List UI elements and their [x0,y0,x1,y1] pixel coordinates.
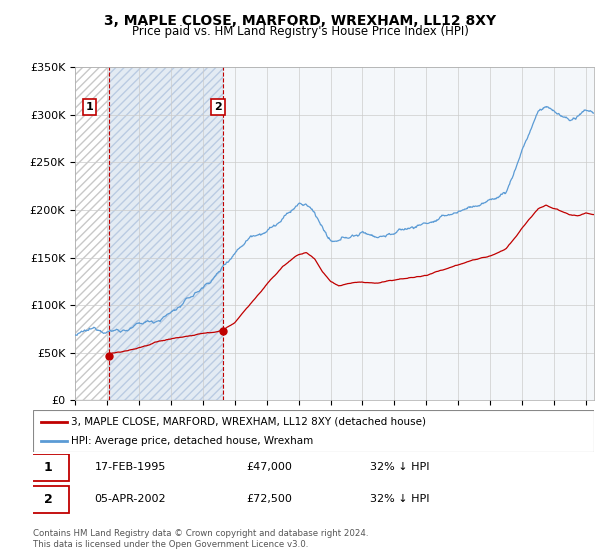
Text: 32% ↓ HPI: 32% ↓ HPI [370,494,429,504]
Text: 17-FEB-1995: 17-FEB-1995 [95,462,166,472]
Text: Contains HM Land Registry data © Crown copyright and database right 2024.
This d: Contains HM Land Registry data © Crown c… [33,529,368,549]
Bar [109,67,223,400]
Text: 3, MAPLE CLOSE, MARFORD, WREXHAM, LL12 8XY: 3, MAPLE CLOSE, MARFORD, WREXHAM, LL12 8… [104,14,496,28]
Text: 1: 1 [86,102,94,112]
FancyBboxPatch shape [28,486,70,513]
FancyBboxPatch shape [33,410,594,452]
FancyBboxPatch shape [28,454,70,480]
Text: 1: 1 [44,461,53,474]
Point [104,351,113,360]
Text: £47,000: £47,000 [246,462,292,472]
Text: 2: 2 [44,493,53,506]
Text: 3, MAPLE CLOSE, MARFORD, WREXHAM, LL12 8XY (detached house): 3, MAPLE CLOSE, MARFORD, WREXHAM, LL12 8… [71,417,426,427]
Text: HPI: Average price, detached house, Wrexham: HPI: Average price, detached house, Wrex… [71,436,313,446]
Text: £72,500: £72,500 [246,494,292,504]
Point [218,327,227,336]
Text: 05-APR-2002: 05-APR-2002 [95,494,166,504]
Text: Price paid vs. HM Land Registry's House Price Index (HPI): Price paid vs. HM Land Registry's House … [131,25,469,38]
Bar [75,67,109,400]
Text: 2: 2 [214,102,222,112]
Bar [223,67,594,400]
Text: 32% ↓ HPI: 32% ↓ HPI [370,462,429,472]
